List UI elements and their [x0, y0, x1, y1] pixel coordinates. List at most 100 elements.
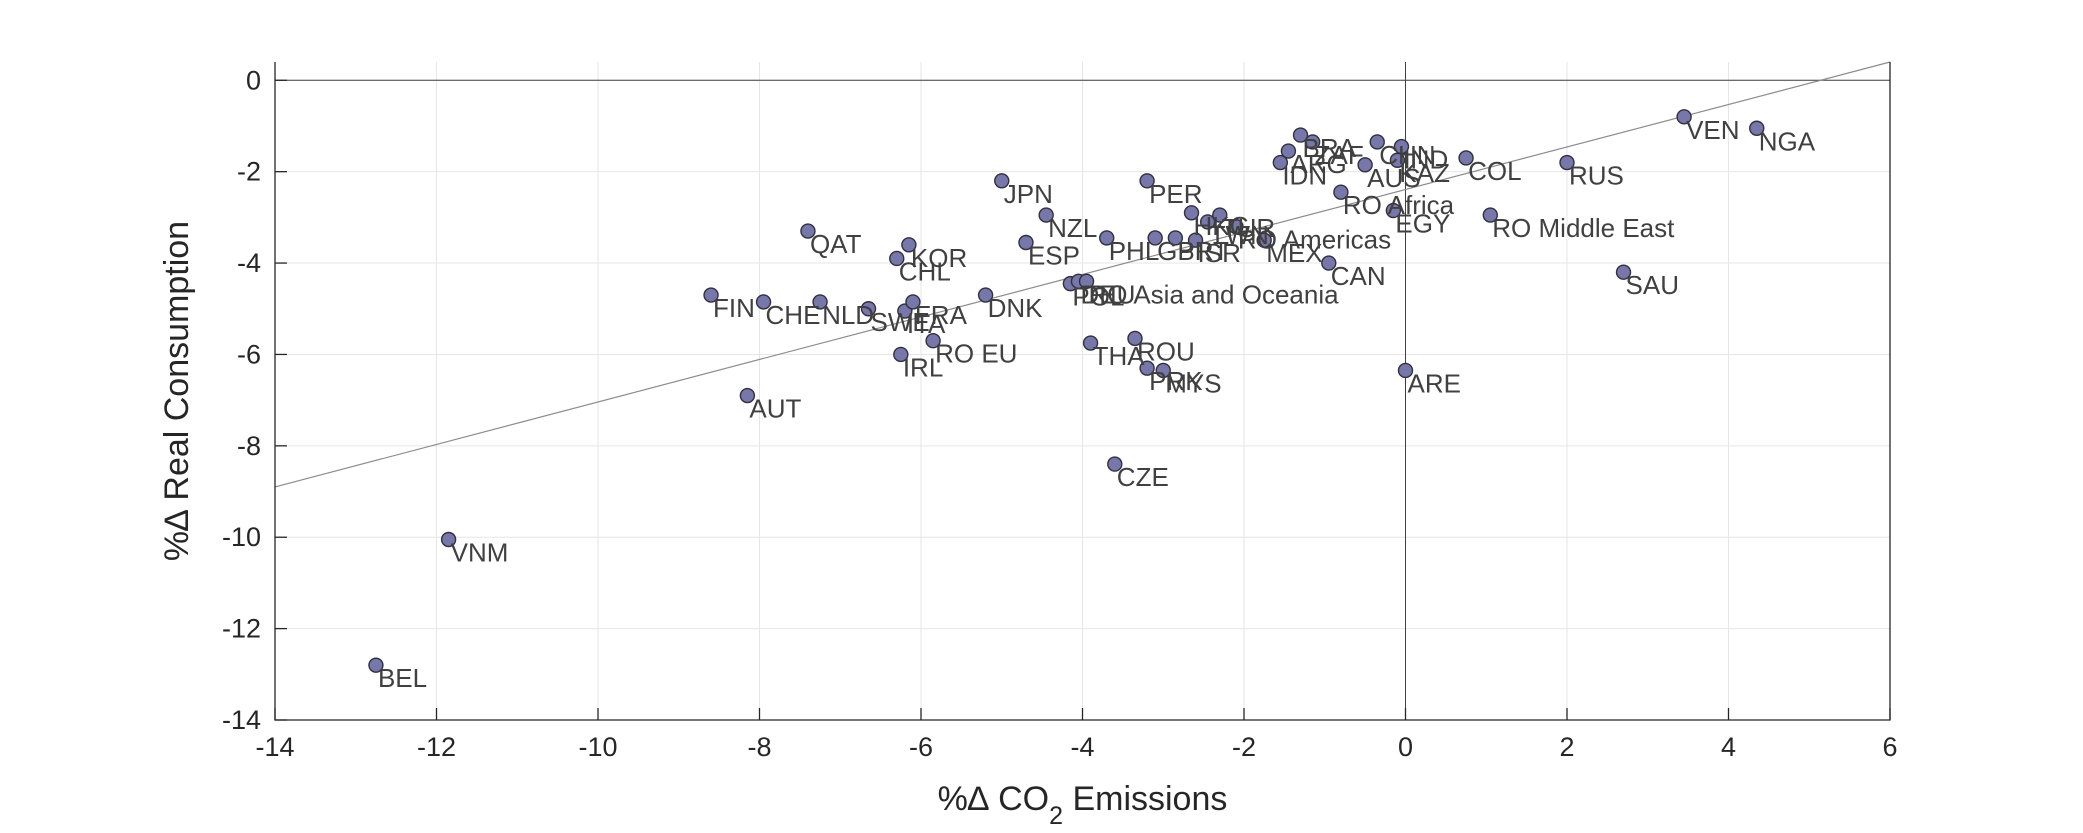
data-point [1139, 173, 1155, 189]
point-label: BRA [1303, 133, 1357, 163]
point-label: GBR [1157, 236, 1213, 266]
data-point [1458, 150, 1474, 166]
data-point [1078, 273, 1095, 290]
data-point [1357, 157, 1373, 173]
x-tick-label: 2 [1559, 732, 1574, 762]
y-tick-label: -10 [222, 522, 261, 552]
point-label: COL [1468, 156, 1521, 186]
point-label: AUS [1367, 163, 1420, 193]
data-point [1107, 456, 1123, 472]
point-label: QAT [810, 229, 862, 259]
data-point [1389, 152, 1406, 168]
data-point [1167, 230, 1184, 246]
data-point [1199, 214, 1216, 230]
y-tick-label: -12 [222, 614, 261, 644]
point-label: RO Americas [1238, 225, 1391, 255]
point-label: ISR [1198, 238, 1241, 268]
data-point [1559, 154, 1575, 171]
tick-labels: -14 -12 -10 -8 -6 -4 -2 0 2 4 6 0 -2 -4 -6 -8 -10 -12 -14 [222, 65, 1898, 762]
axes [274, 62, 1891, 721]
point-label: CHN [1379, 140, 1435, 170]
point-label: MEX [1266, 238, 1322, 268]
point-label: RO Africa [1343, 190, 1455, 220]
data-point [1397, 362, 1414, 379]
y-tick-label: -6 [237, 339, 261, 369]
data-point [901, 237, 917, 253]
point-label: PRT [1177, 236, 1229, 266]
data-point [1038, 207, 1054, 223]
point-label: RUS [1569, 161, 1624, 191]
data-point [812, 294, 828, 310]
data-point [1256, 232, 1272, 248]
data-point [1304, 134, 1321, 150]
data-point [1147, 230, 1163, 246]
point-label: RO EU [935, 339, 1017, 369]
point-label: CHE [766, 300, 821, 330]
data-point [905, 294, 921, 310]
point-label: CZE [1117, 462, 1169, 492]
grid [274, 62, 1891, 721]
data-point [1292, 127, 1309, 143]
point-label: VEN [1686, 115, 1739, 145]
data-point [1749, 120, 1765, 136]
x-tick-label: -8 [747, 732, 771, 762]
x-tick-label: -14 [255, 732, 294, 762]
data-point [1212, 207, 1228, 223]
point-label: POL [1072, 282, 1124, 312]
point-label: PHL [1109, 236, 1160, 266]
point-label: KAZ [1399, 158, 1450, 188]
point-label: AUT [749, 394, 801, 424]
x-tick-label: -6 [909, 732, 933, 762]
data-point [893, 346, 909, 363]
data-point [1183, 205, 1200, 221]
point-label: TWN [1210, 220, 1269, 250]
point-label: PRK [1149, 366, 1203, 396]
point-label: SAU [1626, 270, 1679, 300]
fit-line [274, 61, 1891, 488]
point-label: FRA [915, 300, 968, 330]
point-label: ZAF [1315, 140, 1364, 170]
x-tick-label: 0 [1398, 732, 1413, 762]
data-point [1139, 360, 1155, 376]
point-label: ITA [907, 309, 946, 339]
point-label: MYS [1165, 368, 1221, 398]
point-label: FIN [713, 293, 755, 323]
x-tick-label: -4 [1070, 732, 1094, 762]
point-label: RO Asia and Oceania [1089, 279, 1340, 309]
data-point [1385, 202, 1402, 219]
data-point [889, 250, 905, 267]
x-tick-label: 4 [1721, 732, 1736, 762]
y-tick-label: -14 [222, 705, 261, 735]
point-label: EGY [1395, 209, 1450, 239]
data-point [1155, 362, 1171, 379]
point-label: SWE [871, 307, 930, 337]
y-tick-label: -4 [237, 248, 261, 278]
data-point [1333, 184, 1349, 200]
y-tick-label: -8 [237, 431, 261, 461]
data-point [1099, 230, 1115, 246]
data-point [1228, 218, 1244, 235]
data-point [755, 294, 772, 310]
point-label: VNM [451, 538, 509, 568]
y-tick-label: 0 [246, 65, 261, 95]
point-label: KOR [911, 243, 967, 273]
data-points [368, 109, 1765, 673]
point-label: NZL [1048, 213, 1097, 243]
data-point [1187, 232, 1204, 248]
data-point [1369, 134, 1385, 150]
point-label: NLD [822, 300, 874, 330]
data-point [368, 657, 384, 673]
point-label: ROU [1137, 336, 1195, 366]
point-label: IDN [1282, 161, 1327, 191]
point-label: RO Middle East [1492, 213, 1675, 243]
data-point [1272, 154, 1289, 171]
data-point [703, 287, 719, 303]
x-tick-label: -12 [417, 732, 456, 762]
point-label: ARG [1290, 149, 1346, 179]
point-label: PER [1149, 179, 1202, 209]
data-point [1127, 330, 1143, 347]
x-tick-label: -10 [578, 732, 617, 762]
y-tick-label: -2 [237, 157, 261, 187]
data-point [860, 301, 877, 317]
